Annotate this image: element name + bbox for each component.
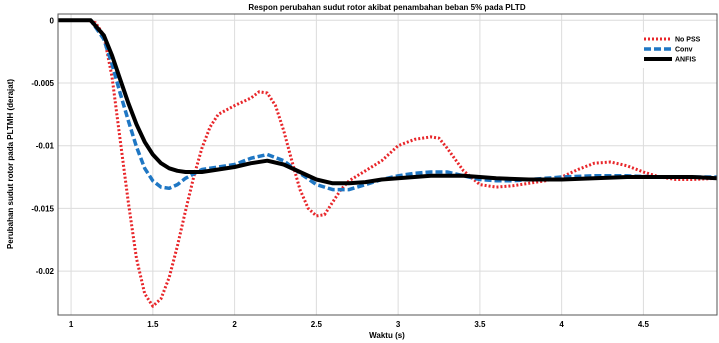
legend-label: Conv: [675, 47, 693, 54]
plot-frame: [57, 13, 718, 316]
series-line-conv: [58, 18, 717, 192]
chart-title: Respon perubahan sudut rotor akibat pena…: [248, 3, 525, 12]
y-tick-label: -0.015: [31, 204, 54, 213]
x-tick-label: 1.5: [147, 320, 159, 329]
series-layer: [58, 18, 718, 308]
y-tick-label: -0.02: [36, 267, 55, 276]
x-tick-label: 4.5: [638, 320, 650, 329]
x-tick-label: 2: [232, 320, 237, 329]
x-tick-label: 3: [396, 320, 401, 329]
series-line-no-pss: [58, 18, 718, 308]
legend: No PSS Conv ANFIS: [640, 32, 708, 68]
x-tick-label: 3.5: [474, 320, 486, 329]
series-line-anfis: [58, 18, 718, 186]
legend-box: [640, 32, 708, 68]
y-tick-label: -0.01: [36, 142, 55, 151]
x-tick-label: 4: [559, 320, 564, 329]
plot-background: [58, 14, 717, 315]
legend-label: No PSS: [675, 37, 701, 44]
y-tick-label: 0: [50, 16, 55, 25]
y-ticks: 0 -0.005 -0.01 -0.015 -0.02: [31, 16, 54, 276]
x-tick-label: 1: [69, 320, 74, 329]
x-axis-label: Waktu (s): [369, 331, 405, 340]
legend-label: ANFIS: [675, 57, 696, 64]
y-tick-label: -0.005: [31, 79, 54, 88]
x-tick-label: 2.5: [311, 320, 323, 329]
x-ticks: 1 1.5 2 2.5 3 3.5 4 4.5: [69, 320, 650, 329]
y-axis-label: Perubahan sudut rotor pada PLTMH (deraja…: [6, 79, 15, 249]
